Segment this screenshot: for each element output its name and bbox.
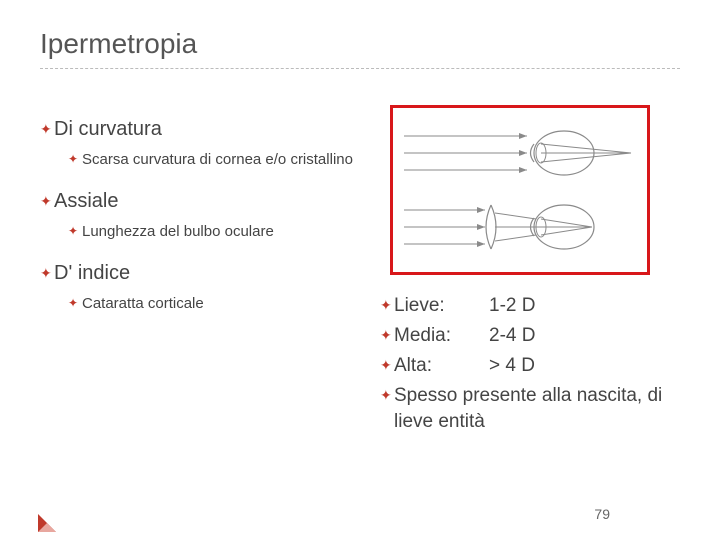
bullet-icon: ✦ [40,261,54,285]
severity-label: Lieve: [394,293,489,319]
severity-label: Media: [394,323,489,349]
spacer [380,275,680,289]
bullet-icon: ✦ [380,353,394,377]
bullet-icon: ✦ [380,293,394,317]
severity-row: ✦ Alta: > 4 D [380,353,680,379]
left-column: ✦ Di curvatura ✦ Scarsa curvatura di cor… [40,99,370,315]
list-sublabel: Cataratta corticale [82,293,204,315]
list-label: D' indice [54,261,130,285]
severity-value: 2-4 D [489,323,535,349]
list-sublabel: Lunghezza del bulbo oculare [82,221,274,243]
bullet-icon: ✦ [68,221,82,241]
bullet-icon: ✦ [40,117,54,141]
list-label: Di curvatura [54,117,162,141]
bullet-icon: ✦ [68,149,82,169]
severity-label: Alta: [394,353,489,379]
right-column: ✦ Lieve: 1-2 D ✦ Media: 2-4 D ✦ Alta: > … [370,99,680,439]
list-item: ✦ Di curvatura [40,117,370,141]
columns: ✦ Di curvatura ✦ Scarsa curvatura di cor… [40,99,680,439]
note-text: Spesso presente alla nascita, di lieve e… [394,383,680,435]
list-item: ✦ Assiale [40,189,370,213]
bullet-icon: ✦ [380,383,394,407]
severity-text: Alta: > 4 D [394,353,535,379]
bullet-icon: ✦ [68,293,82,313]
eye-diagram [390,105,650,275]
list-subitem: ✦ Scarsa curvatura di cornea e/o cristal… [68,149,370,171]
bullet-icon: ✦ [380,323,394,347]
severity-text: Media: 2-4 D [394,323,535,349]
page-title: Ipermetropia [40,28,680,60]
list-sublabel: Scarsa curvatura di cornea e/o cristalli… [82,149,353,171]
slide: Ipermetropia ✦ Di curvatura ✦ Scarsa cur… [0,0,720,540]
list-subitem: ✦ Cataratta corticale [68,293,370,315]
eye-diagram-top [399,122,639,184]
corner-icon [38,514,56,532]
list-item: ✦ D' indice [40,261,370,285]
bullet-icon: ✦ [40,189,54,213]
severity-row: ✦ Lieve: 1-2 D [380,293,680,319]
title-divider [40,68,680,69]
list-subitem: ✦ Lunghezza del bulbo oculare [68,221,370,243]
note-row: ✦ Spesso presente alla nascita, di lieve… [380,383,680,435]
list-label: Assiale [54,189,118,213]
severity-text: Lieve: 1-2 D [394,293,535,319]
severity-row: ✦ Media: 2-4 D [380,323,680,349]
severity-value: 1-2 D [489,293,535,319]
severity-value: > 4 D [489,353,535,379]
eye-diagram-bottom [399,191,639,263]
page-number: 79 [594,506,610,522]
